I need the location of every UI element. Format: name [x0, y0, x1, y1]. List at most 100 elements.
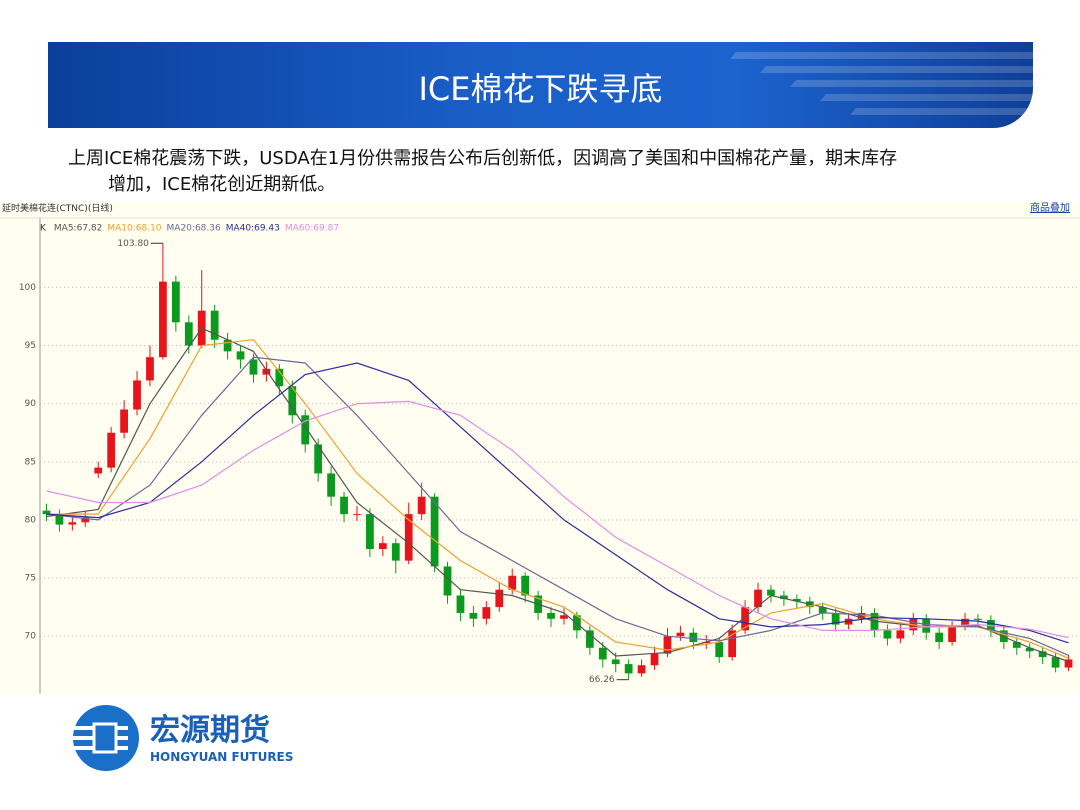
candle-body	[573, 615, 581, 631]
moving-average	[46, 400, 1069, 639]
candle-body	[521, 575, 530, 596]
candle-body	[883, 630, 892, 639]
candle-body	[275, 368, 284, 387]
candle-body	[741, 607, 749, 631]
legend-entry: MA5:67.82	[54, 224, 102, 234]
candle-body	[948, 626, 956, 643]
candle-body	[935, 632, 944, 643]
y-tick-label: 80	[25, 515, 37, 525]
candle-body	[1038, 651, 1047, 658]
logo: 宏源期货 HONGYUAN FUTURES	[72, 705, 293, 771]
candle-body	[611, 659, 620, 665]
candle-body	[1025, 647, 1034, 652]
candle-body	[391, 543, 400, 561]
candle-body	[314, 444, 323, 474]
candle-body	[754, 589, 762, 608]
candle-body	[650, 653, 659, 666]
candle-body	[818, 607, 827, 613]
legend-entry: MA40:69.43	[226, 224, 280, 234]
candle-body	[637, 665, 646, 674]
logo-name-en: HONGYUAN FUTURES	[150, 750, 293, 764]
candle-body	[456, 595, 465, 613]
candle-body	[133, 380, 141, 410]
chart-title: 延时美棉花连(CTNC)(日线)	[2, 202, 113, 214]
candle-body	[353, 514, 361, 516]
y-tick-label: 90	[25, 399, 37, 409]
candle-body	[482, 607, 491, 619]
legend-entry: MA20:68.36	[167, 224, 221, 234]
moving-average	[46, 362, 1069, 644]
candle-body	[120, 409, 128, 433]
summary: 上周ICE棉花震荡下跌，USDA在1月份供需报告公布后创新低，因调高了美国和中国…	[68, 146, 897, 198]
candle-body	[223, 339, 232, 352]
candle-body	[508, 575, 517, 590]
candle-body	[55, 514, 64, 525]
y-tick-label: 85	[25, 457, 36, 467]
candle-body	[780, 595, 788, 599]
candle-body	[792, 598, 801, 602]
candle-body	[171, 281, 180, 323]
candle-body	[676, 632, 685, 637]
moving-average	[46, 339, 1069, 659]
candle-body	[547, 612, 555, 619]
candle-body	[81, 517, 90, 523]
candle-body	[184, 322, 193, 346]
moving-average	[46, 327, 1069, 663]
candle-body	[430, 496, 439, 567]
summary-line: 上周ICE棉花震荡下跌，USDA在1月份供需报告公布后创新低，因调高了美国和中国…	[68, 148, 898, 169]
candle-body	[896, 630, 905, 639]
candle-body	[495, 589, 504, 608]
legend-entry: MA60:69.87	[285, 224, 339, 234]
candle-body	[301, 415, 310, 445]
candle-body	[68, 522, 77, 525]
candle-body	[146, 357, 154, 381]
candle-body	[831, 612, 840, 625]
candle-body	[42, 510, 51, 515]
candle-body	[249, 359, 258, 375]
logo-square	[92, 722, 118, 754]
candle-body	[94, 467, 103, 474]
candle-body	[585, 630, 594, 648]
candle-body	[107, 432, 116, 468]
candle-body	[469, 612, 478, 619]
header-bar: ICE棉花下跌寻底	[48, 42, 1033, 128]
moving-average	[46, 356, 1069, 656]
slide-title: ICE棉花下跌寻底	[418, 70, 663, 108]
candle-body	[857, 612, 866, 619]
summary-line: 增加，ICE棉花创近期新低。	[108, 174, 336, 195]
candle-body	[961, 618, 969, 627]
candle-body	[922, 618, 931, 633]
candle-body	[159, 281, 167, 358]
candle-body	[443, 566, 452, 596]
y-tick-label: 100	[19, 283, 36, 293]
candle-body	[598, 647, 607, 660]
y-tick-label: 75	[25, 574, 36, 584]
y-tick-label: 70	[25, 632, 37, 642]
candle-body	[210, 310, 219, 340]
candle-body	[767, 589, 775, 596]
candle-body	[974, 618, 982, 620]
candle-body	[728, 630, 737, 658]
candle-body	[1064, 659, 1073, 668]
candle-body	[624, 664, 633, 674]
overlay-link[interactable]: 商品叠加	[1030, 201, 1070, 214]
candle-body	[417, 496, 426, 515]
y-tick-label: 95	[25, 341, 36, 351]
candle-body	[560, 615, 568, 619]
annotation: 66.26	[589, 675, 615, 685]
candle-body	[327, 473, 335, 497]
candle-body	[288, 386, 297, 416]
chart-background	[0, 202, 1080, 694]
candle-body	[689, 632, 698, 643]
candle-body	[378, 543, 387, 550]
candle-body	[404, 514, 413, 561]
candle-body	[366, 514, 374, 550]
candle-body	[262, 368, 271, 375]
candle-body	[715, 642, 724, 658]
candle-body	[236, 351, 245, 360]
annotation: 103.80	[117, 239, 149, 249]
candle-body	[1012, 642, 1021, 648]
candle-body	[340, 496, 348, 515]
candle-body	[1051, 657, 1060, 668]
